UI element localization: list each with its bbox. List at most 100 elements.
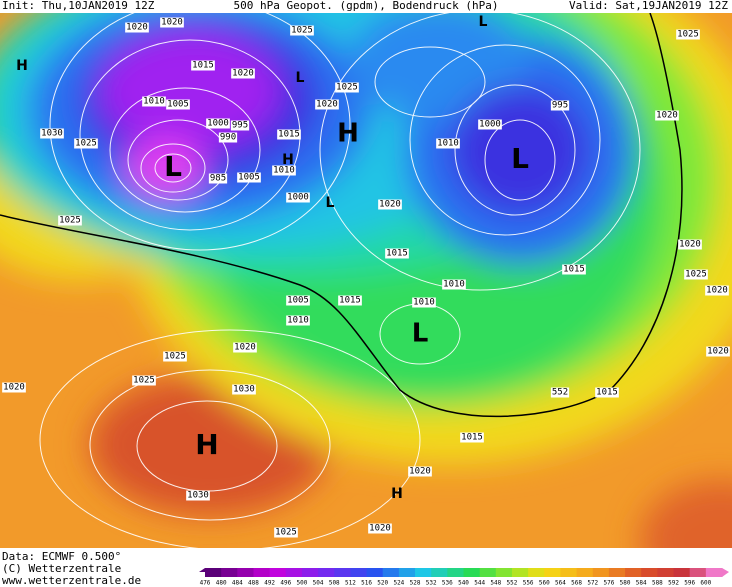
copyright: (C) Wetterzentrale: [2, 562, 121, 575]
colorbar-cell: [431, 568, 448, 577]
valid-time: Valid: Sat,19JAN2019 12Z: [569, 0, 728, 12]
colorbar-cell: [285, 568, 303, 577]
colorbar-label: 488: [248, 580, 259, 587]
colorbar-label: 484: [232, 580, 243, 587]
isobar-label: 1015: [596, 388, 618, 398]
isobar-label: 1030: [41, 129, 63, 139]
label-bg: [277, 129, 301, 140]
label-bg: [550, 387, 570, 398]
label-bg: [40, 128, 64, 139]
colorbar-cell: [673, 568, 691, 577]
isobar-label: 1000: [207, 119, 229, 129]
colorbar-cell: [269, 568, 287, 577]
isobar-label: 1025: [677, 30, 699, 40]
colorbar-cell: [205, 568, 222, 577]
colorbar-cell: [608, 568, 626, 577]
colorbar-label: 492: [264, 580, 275, 587]
label-bg: [385, 248, 409, 259]
label-bg: [160, 17, 184, 28]
label-bg: [163, 351, 187, 362]
pressure-center: L: [479, 14, 488, 30]
label-bg: [705, 285, 729, 296]
pressure-center: L: [511, 142, 529, 175]
colorbar-cell: [463, 568, 481, 577]
pressure-center: H: [195, 428, 218, 461]
isobar-label: 1020: [707, 347, 729, 357]
isobar-label: 1025: [336, 83, 358, 93]
map-title: 500 hPa Geopot. (gpdm), Bodendruck (hPa): [234, 0, 499, 12]
isobar-label: 1020: [706, 286, 728, 296]
colorbar-label: 600: [700, 580, 711, 587]
isobar-label: 1020: [232, 69, 254, 79]
isobar-label: 1020: [316, 100, 338, 110]
colorbar-label: 584: [636, 580, 647, 587]
colorbar-cell: [689, 568, 707, 577]
label-bg: [368, 523, 392, 534]
colorbar-cell: [447, 568, 464, 577]
isobar-label: 1020: [161, 18, 183, 28]
colorbar-label: 572: [587, 580, 598, 587]
colorbar-cell: [318, 568, 335, 577]
isobar-label: 1010: [143, 97, 165, 107]
label-bg: [290, 25, 314, 36]
label-bg: [272, 165, 296, 176]
isobar-label: 1010: [287, 316, 309, 326]
colorbar-label: 568: [571, 580, 582, 587]
label-bg: [436, 138, 460, 149]
colorbar-cell: [592, 568, 610, 577]
colorbar-label: 500: [297, 580, 308, 587]
label-bg: [231, 68, 255, 79]
isobar-label: 1025: [275, 528, 297, 538]
colorbar-label: 508: [329, 580, 340, 587]
isobar-label: 1005: [238, 173, 260, 183]
label-bg: [208, 173, 228, 184]
label-bg: [232, 384, 256, 395]
colorbar-label: 548: [490, 580, 501, 587]
colorbar-cell: [544, 568, 561, 577]
pressure-center: L: [326, 195, 335, 211]
colorbar-label: 556: [523, 580, 534, 587]
colorbar-cell: [657, 568, 675, 577]
isobar-label: 1020: [679, 240, 701, 250]
label-bg: [562, 264, 586, 275]
colorbar-cell: [560, 568, 578, 577]
label-bg: [274, 527, 298, 538]
colorbar-label: 504: [313, 580, 324, 587]
label-bg: [286, 192, 310, 203]
label-bg: [132, 375, 156, 386]
pressure-center: H: [337, 119, 359, 149]
colorbar-label: 516: [361, 580, 372, 587]
label-bg: [230, 120, 250, 131]
label-bg: [233, 342, 257, 353]
init-time: Init: Thu,10JAN2019 12Z: [2, 0, 155, 12]
label-bg: [2, 382, 26, 393]
label-bg: [237, 172, 261, 183]
isobar-label: 1020: [656, 111, 678, 121]
isobar-label: 1020: [379, 200, 401, 210]
isobar-label: 1000: [287, 193, 309, 203]
label-bg: [655, 110, 679, 121]
isobar-label: 1025: [164, 352, 186, 362]
pressure-center: L: [412, 319, 429, 349]
colorbar-cell: [576, 568, 594, 577]
colorbar-right-arrow: [722, 568, 729, 577]
colorbar-cell: [382, 568, 400, 577]
label-bg: [166, 99, 190, 110]
isobar-label: 1010: [413, 298, 435, 308]
isobar-label: 1030: [187, 491, 209, 501]
colorbar-label: 592: [668, 580, 679, 587]
isobar-label: 552: [552, 388, 568, 398]
label-bg: [142, 96, 166, 107]
pressure-center: H: [282, 152, 294, 168]
label-bg: [125, 22, 149, 33]
label-bg: [676, 29, 700, 40]
label-bg: [286, 315, 310, 326]
label-bg: [478, 119, 502, 130]
label-bg: [338, 295, 362, 306]
colorbar-cell: [479, 568, 497, 577]
label-bg: [378, 199, 402, 210]
colorbar-cell: [415, 568, 432, 577]
isobar-label: 1025: [75, 139, 97, 149]
